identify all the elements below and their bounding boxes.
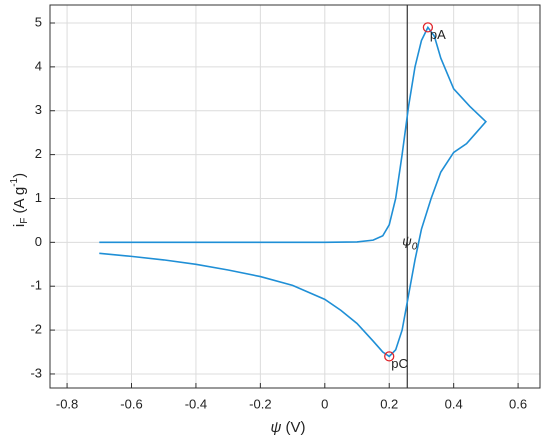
data-line — [99, 25, 487, 358]
y-label-part: ) — [11, 173, 28, 178]
peak-marker — [384, 351, 395, 362]
x-tick-label: 0 — [321, 396, 328, 411]
y-tick-label: 5 — [35, 14, 42, 29]
reference-label-sub: 0 — [412, 241, 418, 252]
x-tick-label: 0.6 — [509, 396, 527, 411]
y-label-sup: -1 — [9, 177, 20, 186]
x-label-symbol: ψ — [270, 419, 281, 436]
x-tick-label: -0.4 — [185, 396, 207, 411]
y-label-part: i — [11, 224, 28, 227]
y-axis-label: iF (A g-1) — [9, 173, 30, 227]
y-tick-label: -2 — [30, 322, 42, 337]
x-tick-label: 0.2 — [380, 396, 398, 411]
x-axis-label: ψ (V) — [270, 419, 305, 436]
y-tick-label: -1 — [30, 278, 42, 293]
x-label-unit: (V) — [281, 419, 305, 436]
x-tick-label: 0.4 — [445, 396, 463, 411]
y-label-part: (A g — [11, 187, 28, 218]
peak-label: pA — [430, 27, 446, 42]
plot-frame — [49, 4, 541, 389]
y-tick-label: 4 — [35, 58, 42, 73]
y-label-sub: F — [19, 218, 30, 224]
x-tick-label: -0.8 — [56, 396, 78, 411]
y-tick-label: 0 — [35, 234, 42, 249]
peak-label: pC — [391, 356, 408, 371]
reference-label-symbol: ψ — [402, 234, 412, 249]
y-tick-label: 2 — [35, 146, 42, 161]
x-tick-label: -0.6 — [120, 396, 142, 411]
y-tick-label: 3 — [35, 102, 42, 117]
y-tick-label: -3 — [30, 365, 42, 380]
reference-label: ψ0 — [402, 234, 417, 252]
peak-marker — [422, 22, 434, 33]
y-tick-label: 1 — [35, 190, 42, 205]
x-tick-label: -0.2 — [249, 396, 271, 411]
